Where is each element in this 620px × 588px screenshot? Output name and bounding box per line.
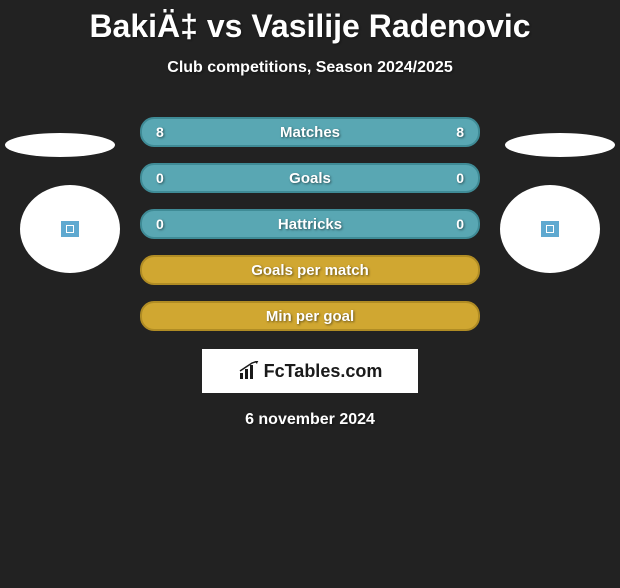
fctables-chart-icon (238, 361, 260, 381)
stat-label: Hattricks (278, 216, 342, 233)
subtitle: Club competitions, Season 2024/2025 (0, 59, 620, 77)
page-title: BakiÄ‡ vs Vasilije Radenovic (0, 8, 620, 45)
stat-left-value: 0 (156, 170, 164, 186)
date-text: 6 november 2024 (0, 411, 620, 429)
player2-club-badge (500, 185, 600, 273)
stat-label: Goals (289, 170, 331, 187)
player1-country-ellipse (5, 133, 115, 157)
fctables-logo-box: FcTables.com (202, 349, 418, 393)
stat-right-value: 8 (456, 124, 464, 140)
player1-club-badge (20, 185, 120, 273)
fctables-logo-text: FcTables.com (264, 361, 383, 382)
stat-right-value: 0 (456, 216, 464, 232)
stat-left-value: 0 (156, 216, 164, 232)
stat-right-value: 0 (456, 170, 464, 186)
stat-row: Min per goal (140, 301, 480, 331)
player2-country-ellipse (505, 133, 615, 157)
club-placeholder-icon (61, 221, 79, 237)
stat-row: 0 Goals 0 (140, 163, 480, 193)
stat-row: 0 Hattricks 0 (140, 209, 480, 239)
stat-label: Matches (280, 124, 340, 141)
stat-label: Min per goal (266, 308, 354, 325)
stat-label: Goals per match (251, 262, 369, 279)
stat-left-value: 8 (156, 124, 164, 140)
club-placeholder-icon (541, 221, 559, 237)
stat-row: Goals per match (140, 255, 480, 285)
stat-row: 8 Matches 8 (140, 117, 480, 147)
